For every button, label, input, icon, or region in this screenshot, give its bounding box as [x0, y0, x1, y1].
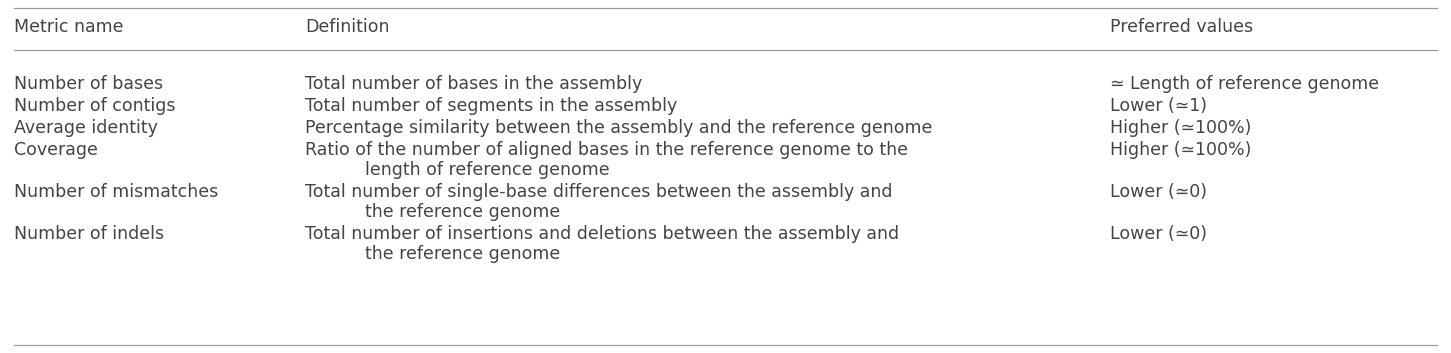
Text: Total number of segments in the assembly: Total number of segments in the assembly [305, 97, 678, 115]
Text: the reference genome: the reference genome [366, 203, 560, 221]
Text: the reference genome: the reference genome [366, 245, 560, 263]
Text: Number of mismatches: Number of mismatches [15, 183, 218, 201]
Text: Metric name: Metric name [15, 18, 123, 36]
Text: Ratio of the number of aligned bases in the reference genome to the: Ratio of the number of aligned bases in … [305, 141, 908, 159]
Text: Preferred values: Preferred values [1110, 18, 1254, 36]
Text: Lower (≃1): Lower (≃1) [1110, 97, 1207, 115]
Text: Number of indels: Number of indels [15, 225, 164, 243]
Text: Average identity: Average identity [15, 119, 158, 137]
Text: Higher (≃100%): Higher (≃100%) [1110, 119, 1251, 137]
Text: length of reference genome: length of reference genome [366, 161, 609, 179]
Text: Higher (≃100%): Higher (≃100%) [1110, 141, 1251, 159]
Text: Lower (≃0): Lower (≃0) [1110, 183, 1207, 201]
Text: Number of contigs: Number of contigs [15, 97, 176, 115]
Text: Lower (≃0): Lower (≃0) [1110, 225, 1207, 243]
Text: Total number of insertions and deletions between the assembly and: Total number of insertions and deletions… [305, 225, 900, 243]
Text: Total number of single-base differences between the assembly and: Total number of single-base differences … [305, 183, 892, 201]
Text: Total number of bases in the assembly: Total number of bases in the assembly [305, 75, 643, 93]
Text: Number of bases: Number of bases [15, 75, 163, 93]
Text: ≃ Length of reference genome: ≃ Length of reference genome [1110, 75, 1378, 93]
Text: Percentage similarity between the assembly and the reference genome: Percentage similarity between the assemb… [305, 119, 933, 137]
Text: Coverage: Coverage [15, 141, 97, 159]
Text: Definition: Definition [305, 18, 389, 36]
